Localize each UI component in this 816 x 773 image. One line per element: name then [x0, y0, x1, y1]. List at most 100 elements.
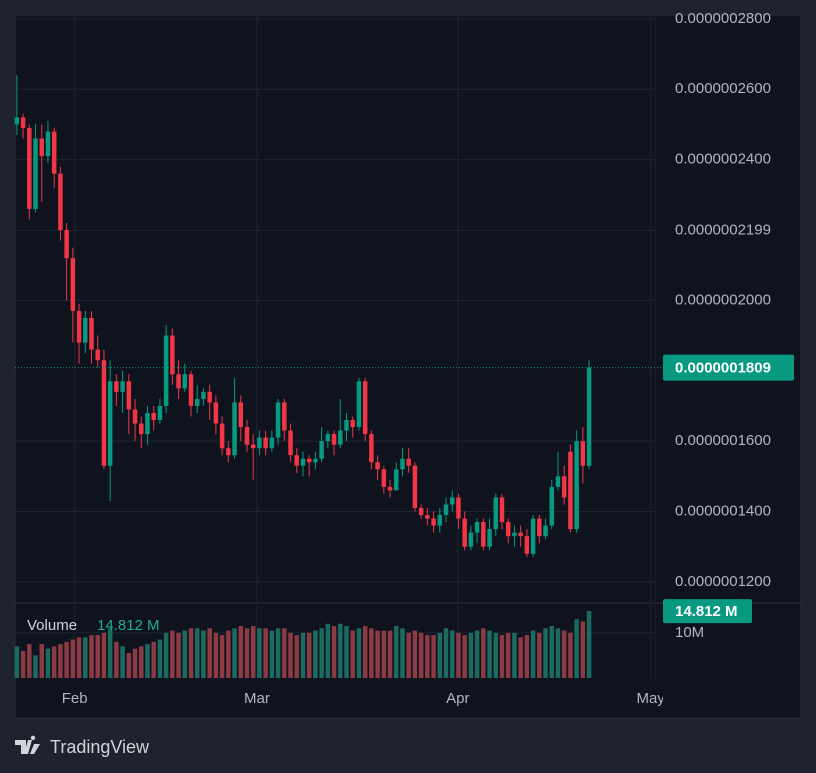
candle-body	[356, 381, 362, 428]
candle-body	[126, 381, 132, 410]
volume-bar	[381, 630, 387, 678]
candle-body	[375, 462, 380, 470]
candle-body	[344, 420, 349, 431]
candle-body	[493, 497, 499, 530]
volume-bar	[468, 632, 474, 678]
candle-body	[83, 317, 88, 343]
y-tick-label: 0.0000002400	[675, 151, 771, 168]
candle-body	[282, 402, 287, 431]
candle-body	[170, 335, 175, 375]
candle-body	[244, 427, 250, 445]
last-price-label: 0.0000001809	[675, 360, 771, 377]
volume-bar	[83, 637, 88, 678]
volume-bar	[362, 626, 368, 678]
volume-bar	[294, 635, 299, 678]
candles	[14, 75, 663, 558]
volume-bar	[412, 630, 418, 678]
candle-body	[51, 131, 57, 174]
candle-body	[194, 398, 200, 406]
volume-bar	[263, 628, 268, 678]
y-tick-label: 0.0000002600	[675, 80, 771, 97]
volume-bar	[207, 628, 212, 678]
volume-bar	[257, 628, 262, 678]
volume-bar	[45, 648, 51, 678]
volume-bar	[400, 628, 405, 678]
volume-bar	[338, 623, 343, 678]
candle-body	[14, 117, 20, 125]
candle-body	[64, 230, 69, 259]
volume-bar	[275, 628, 281, 678]
candle-body	[381, 469, 387, 487]
candle-body	[574, 441, 579, 530]
candle-body	[450, 497, 455, 505]
candle-body	[120, 381, 125, 392]
volume-bar	[58, 644, 63, 678]
volume-bar	[101, 632, 107, 678]
candle-body	[512, 532, 517, 537]
candle-body	[163, 335, 169, 406]
candle-body	[555, 476, 561, 487]
volume-bar	[182, 630, 188, 678]
candle-body	[89, 317, 94, 350]
volume-bar	[213, 632, 219, 678]
volume-bar	[232, 628, 237, 678]
volume-bar	[394, 626, 399, 678]
candle-body	[505, 522, 511, 537]
volume-bar	[39, 644, 44, 678]
candle-body	[481, 522, 486, 547]
candle-body	[394, 469, 399, 491]
y-tick-label: 0.0000001600	[675, 432, 771, 449]
candle-body	[443, 504, 449, 516]
volume-bar	[456, 632, 461, 678]
x-tick-label: Apr	[446, 690, 469, 707]
volume-bar	[269, 630, 275, 678]
volume-bar	[505, 632, 511, 678]
volume-bar	[300, 632, 306, 678]
candle-body	[487, 529, 492, 547]
volume-bar	[139, 646, 144, 678]
volume-bar	[250, 626, 256, 678]
candle-body	[27, 127, 32, 209]
candle-body	[114, 381, 119, 392]
candle-body	[132, 409, 138, 424]
volume-bar	[574, 619, 579, 678]
volume-bar	[450, 630, 455, 678]
logo-icon	[15, 735, 40, 754]
volume-pane	[14, 611, 592, 678]
volume-bar	[89, 635, 94, 678]
volume-bar	[313, 630, 318, 678]
candle-body	[300, 458, 306, 466]
candle-body	[549, 486, 554, 526]
candle-body	[431, 518, 436, 526]
candle-body	[331, 434, 337, 445]
candle-body	[543, 525, 548, 537]
last-price-box	[663, 354, 794, 381]
candle-body	[213, 402, 219, 424]
volume-bar	[518, 637, 523, 678]
volume-bar	[157, 639, 163, 678]
candle-body	[350, 420, 355, 428]
candle-body	[456, 497, 461, 519]
candle-body	[518, 532, 523, 537]
volume-bar	[543, 628, 548, 678]
candle-body	[250, 444, 256, 449]
grid	[15, 15, 655, 678]
y-tick-label: 0.0000002000	[675, 291, 771, 308]
volume-bar	[288, 632, 293, 678]
volume-bar	[524, 635, 530, 678]
candle-body	[107, 381, 113, 466]
candle-body	[188, 374, 194, 406]
candle-body	[207, 391, 212, 403]
volume-bar	[226, 630, 231, 678]
candle-body	[45, 131, 51, 157]
candle-body	[157, 405, 163, 421]
candle-body	[76, 310, 82, 343]
candle-body	[95, 349, 100, 361]
volume-bar	[369, 628, 374, 678]
candle-body	[387, 486, 393, 491]
y-tick-label: 0.0000001400	[675, 502, 771, 519]
volume-bar	[151, 641, 156, 678]
candle-body	[418, 507, 424, 516]
candle-body	[275, 402, 281, 438]
